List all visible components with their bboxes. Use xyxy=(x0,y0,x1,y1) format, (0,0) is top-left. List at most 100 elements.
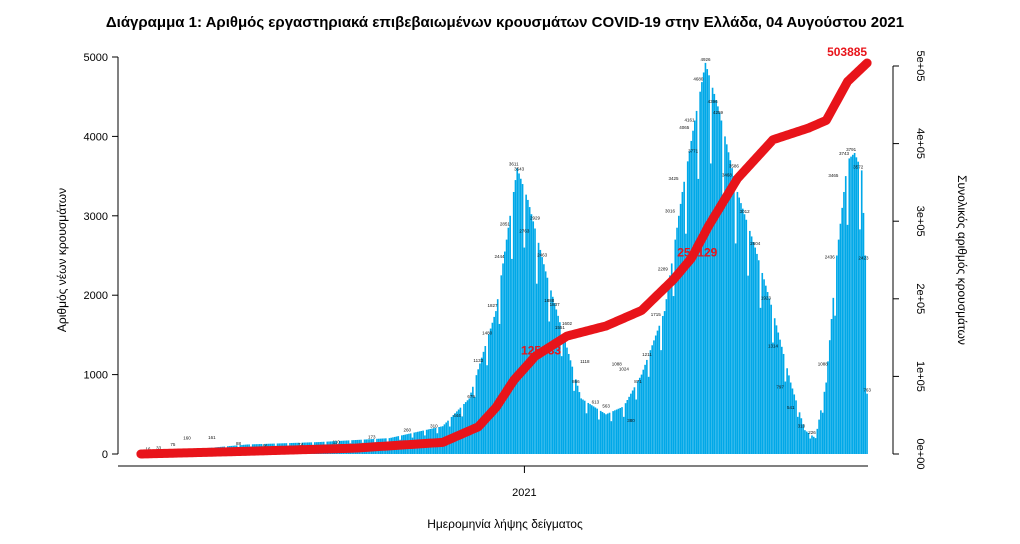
daily-bar xyxy=(580,398,582,454)
daily-bar xyxy=(708,75,710,455)
daily-bar xyxy=(642,369,645,454)
daily-bar xyxy=(567,353,570,454)
daily-bar xyxy=(480,357,483,454)
daily-bar xyxy=(479,363,481,454)
bar-value-label: 613 xyxy=(592,399,600,404)
daily-bar xyxy=(670,263,673,454)
daily-bar xyxy=(559,322,561,454)
cumulative-series-line xyxy=(136,58,872,459)
bar-value-label: 3611 xyxy=(509,161,519,166)
daily-bar xyxy=(511,258,513,454)
daily-bar xyxy=(562,334,565,454)
bar-value-label: 1118 xyxy=(580,359,590,364)
daily-bar xyxy=(500,275,503,454)
daily-bar xyxy=(566,347,568,454)
y-tick-label: 0 xyxy=(102,449,108,461)
daily-bar xyxy=(589,404,591,454)
daily-bar xyxy=(759,307,762,454)
daily-bar xyxy=(713,93,716,454)
daily-bar xyxy=(647,376,650,454)
daily-bar xyxy=(749,230,751,454)
daily-bar xyxy=(832,297,835,454)
bar-value-label: 33 xyxy=(156,445,162,450)
daily-bar xyxy=(491,322,494,454)
daily-bar xyxy=(624,403,627,454)
daily-bar xyxy=(486,365,488,454)
daily-bar xyxy=(718,112,721,454)
daily-bar xyxy=(827,361,829,454)
daily-bar xyxy=(834,315,836,454)
bar-value-label: 4926 xyxy=(701,57,712,62)
daily-bar xyxy=(727,152,730,454)
daily-bar xyxy=(543,264,545,454)
bar-value-label: 2763 xyxy=(519,229,530,234)
daily-bar xyxy=(839,223,842,454)
daily-bar xyxy=(715,100,717,455)
daily-bar xyxy=(630,393,632,454)
daily-bar xyxy=(610,421,613,454)
daily-bar xyxy=(766,292,769,454)
daily-bar xyxy=(686,161,689,454)
daily-bar xyxy=(635,399,638,454)
daily-bar xyxy=(775,325,778,454)
bar-value-label: 2423 xyxy=(859,256,870,261)
daily-bar xyxy=(505,239,508,454)
daily-bar xyxy=(638,377,641,454)
daily-bar xyxy=(820,410,822,454)
bar-value-label: 1923 xyxy=(761,295,772,300)
bar-value-label: 110 xyxy=(333,439,341,444)
bar-value-label: 3425 xyxy=(669,176,680,181)
daily-bar xyxy=(697,178,700,454)
bar-value-label: 2851 xyxy=(500,222,511,227)
daily-bar xyxy=(663,311,666,454)
bar-value-label: 88 xyxy=(236,441,242,446)
daily-bar xyxy=(857,161,859,454)
daily-bar xyxy=(844,176,847,454)
daily-bar xyxy=(656,330,659,454)
daily-bar xyxy=(693,120,696,455)
daily-bar xyxy=(651,345,654,454)
daily-bar xyxy=(646,359,648,454)
daily-bar xyxy=(564,341,566,454)
daily-bar xyxy=(802,424,804,454)
daily-bar xyxy=(519,178,522,454)
daily-bar xyxy=(512,191,515,455)
daily-bar xyxy=(606,413,609,454)
daily-bar xyxy=(537,242,540,454)
daily-bar xyxy=(557,315,559,454)
daily-bar xyxy=(534,228,536,454)
daily-bar xyxy=(528,207,531,454)
daily-bar xyxy=(678,215,680,454)
daily-bar xyxy=(741,208,744,454)
daily-bar xyxy=(848,158,851,454)
daily-bar xyxy=(653,340,655,454)
bar-value-label: 1602 xyxy=(562,321,573,326)
daily-bar xyxy=(571,366,574,454)
daily-bar xyxy=(770,304,772,454)
daily-bar xyxy=(550,290,552,454)
daily-bar xyxy=(669,275,671,454)
daily-bar xyxy=(493,316,495,454)
daily-bar xyxy=(740,203,742,454)
bar-value-label: 763 xyxy=(863,387,871,392)
daily-bar xyxy=(709,163,712,454)
bar-value-label: 380 xyxy=(627,418,635,423)
daily-bar xyxy=(498,323,501,454)
daily-bar xyxy=(743,214,746,454)
bar-value-label: 563 xyxy=(602,403,610,408)
daily-bar xyxy=(475,375,478,454)
bar-value-label: 310 xyxy=(798,423,806,428)
daily-bar xyxy=(681,191,684,455)
daily-bar xyxy=(734,243,737,454)
daily-bar xyxy=(582,399,584,454)
cumulative-line xyxy=(136,58,872,459)
bar-value-label: 1088 xyxy=(818,362,829,367)
daily-bar xyxy=(585,413,588,454)
daily-bar xyxy=(596,408,598,454)
daily-bar xyxy=(731,168,733,454)
bar-value-label: 4065 xyxy=(679,125,690,130)
daily-bar xyxy=(805,431,808,454)
daily-bar xyxy=(617,408,620,454)
daily-bar xyxy=(818,419,820,454)
daily-bar xyxy=(496,299,499,454)
